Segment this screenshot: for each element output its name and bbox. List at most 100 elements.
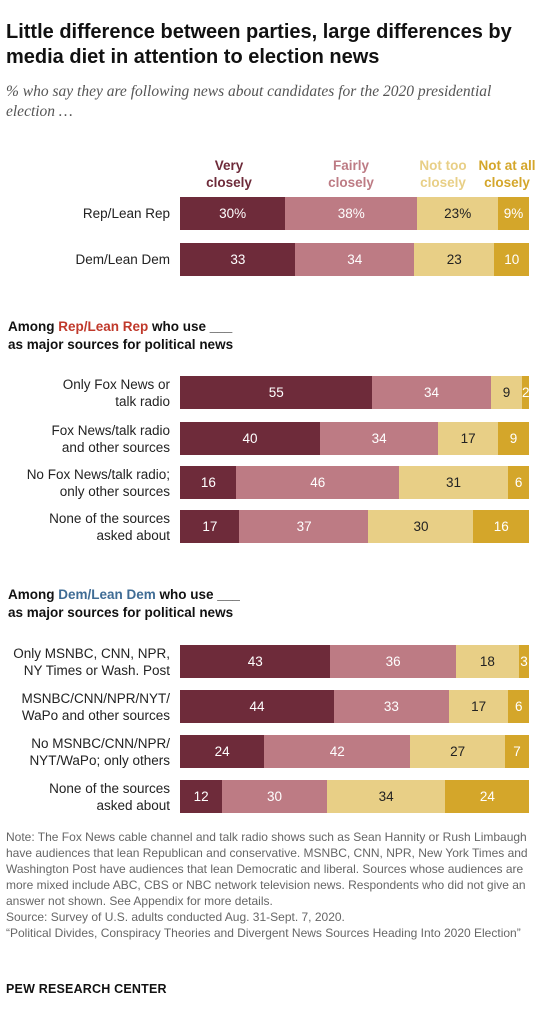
source-text: Source: Survey of U.S. adults conducted … bbox=[6, 910, 345, 924]
dem-section-heading: Among Dem/Lean Dem who use ___ as major … bbox=[8, 586, 240, 622]
legend-not-at-all-closely: Not at all closely bbox=[478, 158, 536, 190]
row-label: Only MSNBC, CNN, NPR, NY Times or Wash. P… bbox=[0, 645, 170, 679]
bar-segment-fairly-closely: 34 bbox=[371, 376, 492, 409]
dem-heading-highlight: Dem/Lean Dem bbox=[58, 587, 156, 602]
bar-value-label: 6 bbox=[514, 475, 523, 490]
row-label: Rep/Lean Rep bbox=[0, 205, 170, 222]
bar-segment-not-at-all-closely: 7 bbox=[504, 735, 530, 768]
stacked-bar: 24 42 27 7 bbox=[180, 735, 530, 768]
stacked-bar: 33 34 23 10 bbox=[180, 243, 530, 276]
bar-value-label: 9 bbox=[509, 431, 518, 446]
bar-segment-fairly-closely: 34 bbox=[319, 422, 439, 455]
row-label: No Fox News/talk radio; only other source… bbox=[0, 466, 170, 500]
legend-not-too-closely: Not too closely bbox=[419, 158, 467, 190]
bar-value-label: 3 bbox=[520, 654, 528, 669]
stacked-bar: 17 37 30 16 bbox=[180, 510, 530, 543]
bar-value-label: 30 bbox=[266, 789, 282, 804]
bar-value-label: 9 bbox=[502, 385, 511, 400]
bar-value-label: 16 bbox=[493, 519, 509, 534]
stacked-bar: 30% 38% 23% 9% bbox=[180, 197, 530, 230]
bar-segment-very-closely: 30% bbox=[180, 197, 286, 230]
bar-value-label: 42 bbox=[329, 744, 345, 759]
bar-segment-not-too-closely: 23 bbox=[413, 243, 495, 276]
bar-value-label: 38% bbox=[337, 206, 365, 221]
bar-segment-not-at-all-closely: 24 bbox=[445, 780, 530, 813]
bar-segment-very-closely: 17 bbox=[180, 510, 240, 543]
bar-segment-not-too-closely: 23% bbox=[417, 197, 499, 230]
bar-segment-not-at-all-closely: 6 bbox=[507, 466, 530, 499]
rep-section-heading: Among Rep/Lean Rep who use ___ as major … bbox=[8, 318, 233, 354]
pew-logo-text: PEW RESEARCH CENTER bbox=[6, 982, 167, 996]
bar-value-label: 16 bbox=[200, 475, 216, 490]
bar-segment-very-closely: 44 bbox=[180, 690, 335, 723]
bar-value-label: 33 bbox=[383, 699, 399, 714]
row-label-line: NY Times or Wash. Post bbox=[23, 662, 170, 678]
bar-segment-very-closely: 33 bbox=[180, 243, 296, 276]
note-text: Note: The Fox News cable channel and tal… bbox=[6, 830, 528, 908]
bar-segment-fairly-closely: 42 bbox=[263, 735, 411, 768]
row-label-line: talk radio bbox=[115, 393, 170, 409]
bar-value-label: 31 bbox=[445, 475, 461, 490]
bar-segment-not-too-closely: 30 bbox=[368, 510, 474, 543]
bar-value-label: 23 bbox=[446, 252, 462, 267]
bar-value-label: 9% bbox=[503, 206, 524, 221]
stacked-bar: 55 34 9 2 bbox=[180, 376, 530, 409]
bar-segment-not-too-closely: 18 bbox=[455, 645, 520, 678]
bar-value-label: 55 bbox=[268, 385, 284, 400]
chart-title: Little difference between parties, large… bbox=[6, 21, 512, 68]
bar-segment-not-at-all-closely: 10 bbox=[494, 243, 530, 276]
bar-value-label: 24 bbox=[214, 744, 230, 759]
bar-segment-fairly-closely: 30 bbox=[221, 780, 328, 813]
bar-value-label: 17 bbox=[460, 431, 476, 446]
bar-value-label: 40 bbox=[242, 431, 258, 446]
row-label: None of the sources asked about bbox=[0, 510, 170, 544]
row-label-line: None of the sources bbox=[49, 780, 170, 796]
stacked-bar: 44 33 17 6 bbox=[180, 690, 530, 723]
bar-value-label: 36 bbox=[385, 654, 401, 669]
bar-segment-not-too-closely: 34 bbox=[326, 780, 446, 813]
bar-segment-very-closely: 55 bbox=[180, 376, 373, 409]
bar-segment-not-too-closely: 17 bbox=[448, 690, 509, 723]
bar-value-label: 46 bbox=[310, 475, 326, 490]
bar-segment-not-too-closely: 9 bbox=[490, 376, 523, 409]
rep-heading-highlight: Rep/Lean Rep bbox=[58, 319, 149, 334]
row-label: No MSNBC/CNN/NPR/NYT/WaPo; only others bbox=[0, 735, 170, 769]
row-label-line: Fox News/talk radio bbox=[51, 422, 170, 438]
row-label-line: Only MSNBC, CNN, NPR, bbox=[13, 645, 170, 661]
chart-subtitle: % who say they are following news about … bbox=[6, 83, 492, 120]
bar-value-label: 30% bbox=[219, 206, 247, 221]
rep-heading-prefix: Among bbox=[8, 319, 59, 334]
bar-value-label: 37 bbox=[296, 519, 312, 534]
bar-value-label: 34 bbox=[424, 385, 440, 400]
bar-value-label: 34 bbox=[347, 252, 363, 267]
stacked-bar: 40 34 17 9 bbox=[180, 422, 530, 455]
row-label-line: No MSNBC/CNN/NPR/ bbox=[31, 735, 170, 751]
bar-value-label: 34 bbox=[378, 789, 394, 804]
bar-value-label: 24 bbox=[479, 789, 495, 804]
stacked-bar: 43 36 18 3 bbox=[180, 645, 530, 678]
row-label-line: only other sources bbox=[59, 483, 170, 499]
bar-value-label: 7 bbox=[513, 744, 521, 759]
row-label: Only Fox News or talk radio bbox=[0, 376, 170, 410]
row-label: None of the sources asked about bbox=[0, 780, 170, 814]
bar-segment-very-closely: 12 bbox=[180, 780, 223, 813]
bar-value-label: 34 bbox=[371, 431, 387, 446]
bar-segment-fairly-closely: 38% bbox=[284, 197, 418, 230]
bar-segment-not-at-all-closely: 6 bbox=[508, 690, 530, 723]
row-label-line: WaPo and other sources bbox=[21, 707, 170, 723]
bar-value-label: 27 bbox=[450, 744, 466, 759]
stacked-bar: 12 30 34 24 bbox=[180, 780, 530, 813]
bar-segment-not-too-closely: 27 bbox=[410, 735, 506, 768]
bar-segment-not-at-all-closely: 16 bbox=[473, 510, 530, 543]
bar-segment-not-too-closely: 31 bbox=[398, 466, 509, 499]
legend-very-closely: Very closely bbox=[206, 158, 252, 190]
bar-value-label: 10 bbox=[504, 252, 520, 267]
bar-value-label: 17 bbox=[202, 519, 218, 534]
bar-segment-not-at-all-closely: 9 bbox=[497, 422, 530, 455]
row-label-line: asked about bbox=[96, 797, 170, 813]
row-label: MSNBC/CNN/NPR/NYT/WaPo and other sources bbox=[0, 690, 170, 724]
row-label: Fox News/talk radio and other sources bbox=[0, 422, 170, 456]
row-label: Dem/Lean Dem bbox=[0, 251, 170, 268]
row-label-line: Rep/Lean Rep bbox=[82, 206, 170, 221]
row-label-line: NYT/WaPo; only others bbox=[29, 752, 170, 768]
